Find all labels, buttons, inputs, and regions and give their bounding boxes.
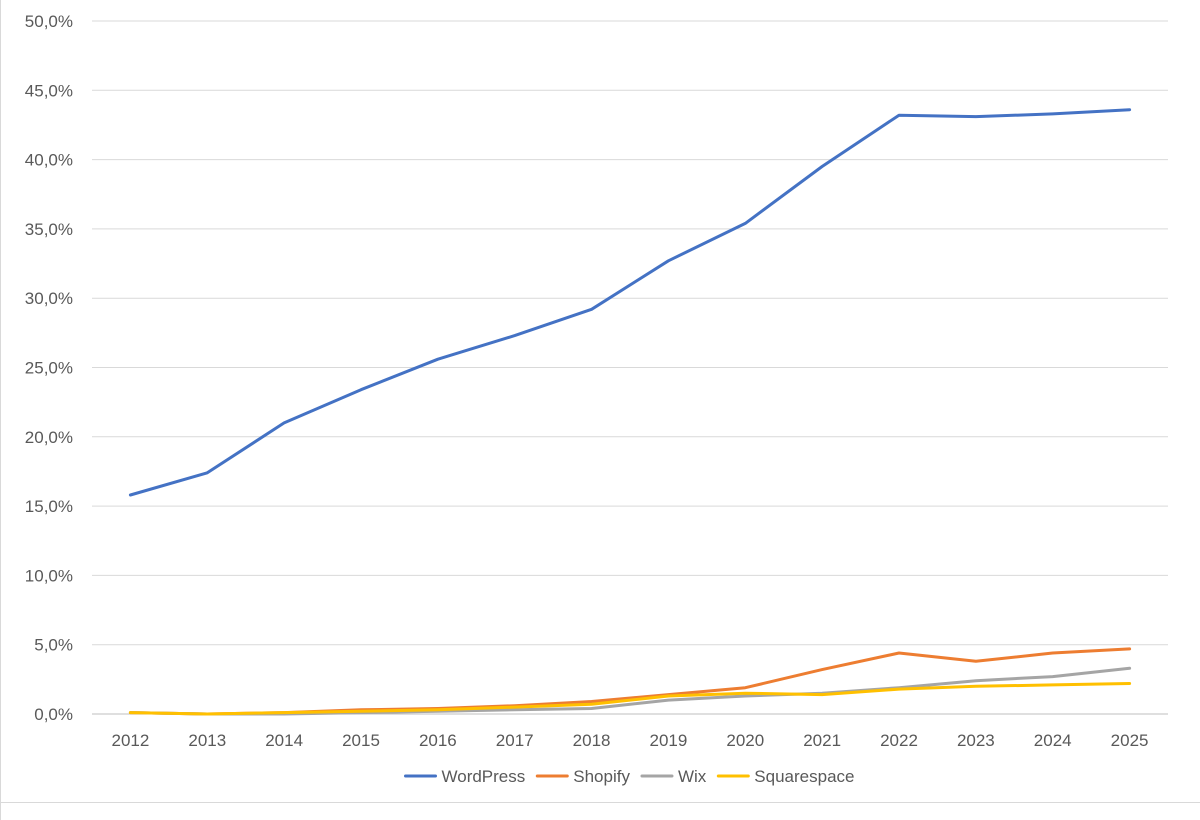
x-tick-label: 2014 <box>265 731 303 750</box>
x-tick-label: 2013 <box>188 731 226 750</box>
y-tick-label: 50,0% <box>25 12 73 31</box>
legend-label: Shopify <box>573 767 630 786</box>
legend-label: Wix <box>678 767 707 786</box>
legend: WordPress Shopify Wix Squarespace <box>404 767 854 786</box>
x-axis-ticks: 2012 2013 2014 2015 2016 2017 2018 2019 2020 2021… <box>112 731 1149 750</box>
x-tick-label: 2015 <box>342 731 380 750</box>
gridlines <box>92 20 1168 715</box>
series-line-squarespace <box>128 682 1132 716</box>
x-tick-label: 2012 <box>112 731 150 750</box>
y-axis-ticks: 0,0% 5,0% 10,0% 15,0% 20,0% 25,0% 30,0% 35,0% 40… <box>25 12 73 724</box>
legend-item-wix: Wix <box>640 767 707 786</box>
y-tick-label: 5,0% <box>34 636 73 655</box>
series-lines <box>128 108 1132 716</box>
x-tick-label: 2019 <box>650 731 688 750</box>
bottom-divider <box>0 802 1200 803</box>
legend-item-squarespace: Squarespace <box>716 767 854 786</box>
series-line-wordpress <box>128 108 1132 497</box>
y-tick-label: 45,0% <box>25 81 73 100</box>
y-tick-label: 10,0% <box>25 566 73 585</box>
x-tick-label: 2023 <box>957 731 995 750</box>
legend-label: WordPress <box>442 767 526 786</box>
x-tick-label: 2016 <box>419 731 457 750</box>
legend-item-shopify: Shopify <box>535 767 630 786</box>
legend-label: Squarespace <box>754 767 854 786</box>
y-tick-label: 25,0% <box>25 359 73 378</box>
y-tick-label: 0,0% <box>34 705 73 724</box>
y-tick-label: 40,0% <box>25 151 73 170</box>
legend-item-wordpress: WordPress <box>404 767 526 786</box>
x-tick-label: 2021 <box>803 731 841 750</box>
y-tick-label: 15,0% <box>25 497 73 516</box>
x-tick-label: 2020 <box>726 731 764 750</box>
x-tick-label: 2024 <box>1034 731 1072 750</box>
y-tick-label: 20,0% <box>25 428 73 447</box>
x-tick-label: 2018 <box>573 731 611 750</box>
y-tick-label: 35,0% <box>25 220 73 239</box>
series-line-wix <box>128 666 1132 716</box>
x-tick-label: 2017 <box>496 731 534 750</box>
y-tick-label: 30,0% <box>25 289 73 308</box>
x-tick-label: 2025 <box>1111 731 1149 750</box>
x-tick-label: 2022 <box>880 731 918 750</box>
